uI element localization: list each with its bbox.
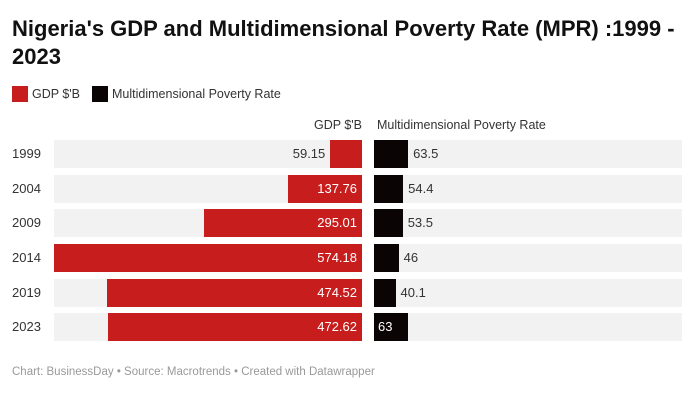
data-label-mpr: 46 [403, 249, 419, 265]
bar-gdp [107, 278, 362, 307]
data-label-gdp: 59.15 [292, 146, 326, 161]
row-background-mpr [374, 313, 682, 341]
bar-gdp [330, 140, 362, 168]
bar-gdp [203, 209, 362, 237]
legend-label-gdp: GDP $'B [32, 87, 81, 101]
bar-gdp [288, 174, 362, 203]
bar-gdp [54, 243, 362, 272]
column-header-mpr: Multidimensional Poverty Rate [377, 118, 546, 132]
row-label: 2019 [12, 284, 41, 300]
row-background-mpr [374, 140, 682, 168]
legend-label-mpr: Multidimensional Poverty Rate [112, 87, 281, 101]
row-label: 2009 [12, 215, 41, 230]
row-background-gdp [54, 140, 362, 168]
legend-item-gdp: GDP $'B [12, 86, 80, 102]
column-header-gdp: GDP $'B [313, 118, 362, 132]
legend-swatch-mpr [92, 86, 109, 102]
bar-mpr [374, 243, 399, 272]
chart-footer: Chart: BusinessDay • Source: Macrotrends… [12, 366, 375, 378]
bar-mpr [374, 174, 404, 203]
bar-mpr [374, 313, 408, 341]
data-label-gdp: 137.76 [317, 180, 357, 196]
bar-mpr [374, 140, 409, 168]
row-background-mpr [374, 209, 682, 237]
data-label-mpr: 63 [378, 319, 393, 334]
bar-gdp [108, 313, 362, 341]
data-label-gdp: 474.52 [317, 284, 357, 300]
data-label-mpr: 40.1 [400, 284, 426, 300]
data-label-mpr: 53.5 [407, 215, 433, 230]
legend-swatch-gdp [12, 86, 28, 102]
row-label: 2014 [12, 249, 41, 265]
data-label-gdp: 295.01 [317, 215, 357, 230]
row-label: 1999 [12, 146, 41, 161]
legend-item-mpr: Multidimensional Poverty Rate [92, 86, 281, 102]
row-background-mpr [374, 243, 682, 272]
row-background-mpr [374, 278, 682, 307]
chart-title: Nigeria's GDP and Multidimensional Pover… [12, 16, 675, 69]
data-label-gdp: 574.18 [317, 249, 357, 265]
bar-mpr [374, 278, 396, 307]
data-label-gdp: 472.62 [317, 319, 357, 334]
row-background-mpr [374, 174, 682, 203]
data-label-mpr: 54.4 [408, 180, 434, 196]
row-label: 2023 [12, 319, 41, 334]
bar-mpr [374, 209, 403, 237]
row-label: 2004 [12, 180, 41, 196]
legend: GDP $'B Multidimensional Poverty Rate [12, 86, 293, 102]
data-label-mpr: 63.5 [413, 146, 439, 161]
